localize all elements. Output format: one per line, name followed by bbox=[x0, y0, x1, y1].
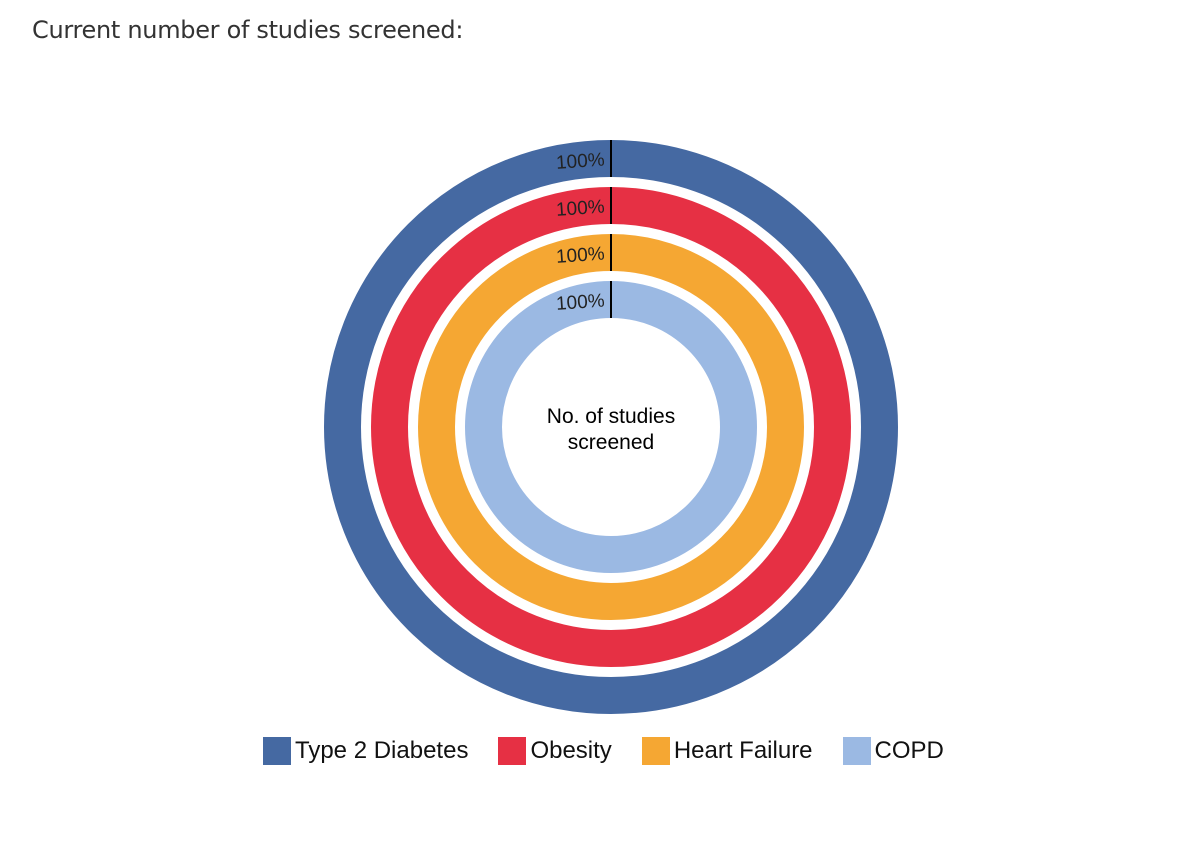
legend-swatch-copd bbox=[842, 737, 871, 765]
legend-label-copd: COPD bbox=[874, 737, 944, 764]
legend-label-heart-failure: Heart Failure bbox=[673, 737, 813, 764]
center-label-line-2: screened bbox=[568, 431, 654, 454]
legend-item-obesity: Obesity bbox=[498, 737, 612, 765]
ring-label-type-2-diabetes: 100% bbox=[555, 150, 605, 174]
chart-legend: Type 2 Diabetes Obesity Heart Failure CO… bbox=[263, 737, 974, 765]
legend-item-type-2-diabetes: Type 2 Diabetes bbox=[263, 737, 468, 765]
legend-swatch-type-2-diabetes bbox=[263, 737, 291, 765]
legend-label-obesity: Obesity bbox=[530, 737, 612, 764]
legend-item-heart-failure: Heart Failure bbox=[641, 737, 813, 765]
page-heading: Current number of studies screened: bbox=[32, 16, 464, 44]
ring-label-obesity: 100% bbox=[555, 197, 605, 221]
legend-swatch-obesity bbox=[498, 737, 527, 765]
ring-label-heart-failure: 100% bbox=[555, 244, 605, 268]
center-label-line-1: No. of studies bbox=[547, 405, 675, 428]
ring-label-copd: 100% bbox=[555, 291, 605, 315]
legend-label-type-2-diabetes: Type 2 Diabetes bbox=[295, 737, 469, 764]
legend-item-copd: COPD bbox=[842, 737, 944, 765]
legend-swatch-heart-failure bbox=[641, 737, 670, 765]
